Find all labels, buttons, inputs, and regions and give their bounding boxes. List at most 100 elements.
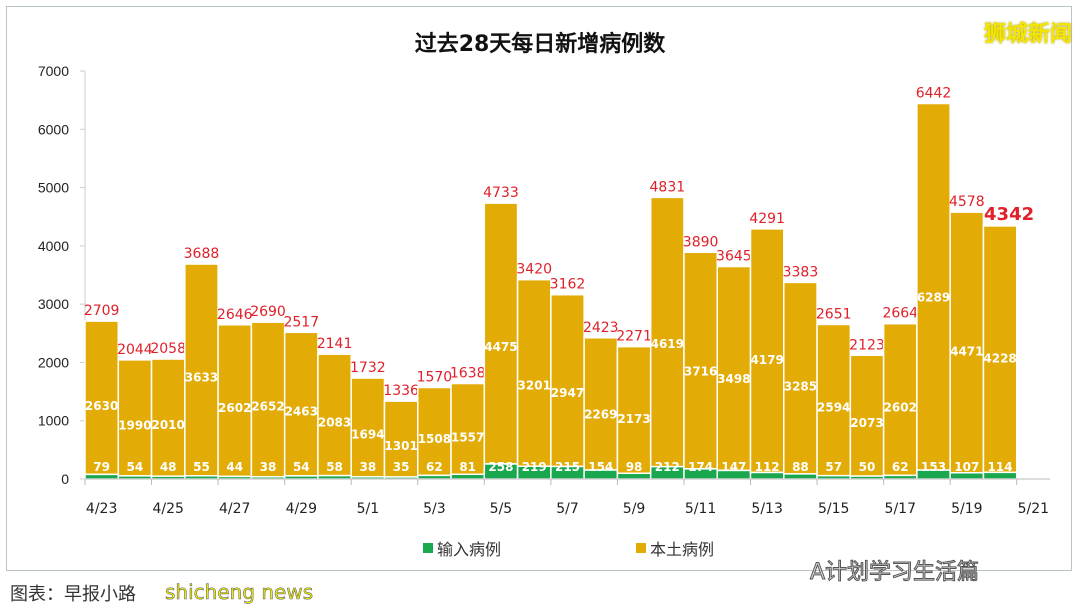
x-tick-label: 5/9 bbox=[623, 501, 646, 517]
data-label-local: 3633 bbox=[185, 371, 218, 385]
bar-local bbox=[816, 323, 852, 477]
data-label-local: 2947 bbox=[551, 386, 584, 400]
data-label-total: 2271 bbox=[616, 329, 652, 345]
data-label-local: 2463 bbox=[285, 405, 318, 419]
data-label-imported: 58 bbox=[326, 460, 343, 474]
bar-local bbox=[749, 228, 785, 474]
bar-local bbox=[84, 320, 120, 476]
data-label-local: 2652 bbox=[251, 400, 284, 414]
data-label-imported: 212 bbox=[655, 460, 680, 474]
data-label-local: 2010 bbox=[151, 418, 184, 432]
y-tick-label: 7000 bbox=[38, 63, 69, 79]
data-label-imported: 147 bbox=[721, 460, 746, 474]
x-tick-label: 5/5 bbox=[490, 501, 513, 517]
data-label-local: 1557 bbox=[451, 430, 484, 444]
data-label-local: 1990 bbox=[118, 418, 151, 432]
chart-credit: 图表：早报小路 bbox=[10, 584, 136, 605]
data-label-total: 4831 bbox=[650, 179, 686, 195]
data-label-local: 2602 bbox=[218, 401, 251, 415]
y-tick-label: 1000 bbox=[38, 413, 69, 429]
bar-local bbox=[616, 345, 652, 475]
data-label-imported: 50 bbox=[859, 460, 876, 474]
y-tick-label: 3000 bbox=[38, 296, 69, 312]
data-label-total: 2664 bbox=[882, 306, 918, 322]
data-label-imported: 44 bbox=[226, 460, 243, 474]
data-label-total: 4578 bbox=[949, 194, 985, 210]
data-label-local: 2594 bbox=[817, 401, 850, 415]
data-label-local: 3716 bbox=[684, 365, 717, 379]
data-label-imported: 153 bbox=[921, 460, 946, 474]
data-label-local: 2630 bbox=[85, 399, 118, 413]
bar-local bbox=[982, 225, 1018, 474]
data-label-imported: 79 bbox=[93, 460, 110, 474]
bar-local bbox=[150, 358, 186, 477]
data-label-local: 3285 bbox=[784, 380, 817, 394]
watermark-bottom-left: shicheng news bbox=[165, 580, 314, 605]
data-label-total: 2123 bbox=[849, 337, 885, 353]
chart-title: 过去28天每日新增病例数 bbox=[414, 32, 666, 57]
bar-local bbox=[417, 386, 452, 477]
x-tick-label: 5/19 bbox=[951, 501, 982, 517]
data-label-imported: 107 bbox=[954, 460, 979, 474]
legend-item-local: 本土病例 bbox=[636, 536, 714, 560]
bar-local bbox=[916, 102, 951, 471]
bar-local bbox=[550, 293, 585, 468]
bar-imported bbox=[450, 473, 486, 480]
data-label-total: 3890 bbox=[683, 234, 719, 250]
bar-local bbox=[882, 322, 918, 477]
data-label-total: 1336 bbox=[383, 383, 419, 399]
data-label-local: 1694 bbox=[351, 428, 384, 442]
data-label-total: 2141 bbox=[317, 336, 353, 352]
data-label-local: 6289 bbox=[917, 290, 950, 304]
data-label-total: 4733 bbox=[483, 185, 519, 201]
data-label-total: 2709 bbox=[84, 303, 120, 319]
data-label-imported: 174 bbox=[688, 460, 713, 474]
data-label-imported: 62 bbox=[426, 460, 443, 474]
data-label-local: 4475 bbox=[484, 340, 517, 354]
x-tick-label: 5/7 bbox=[556, 501, 579, 517]
data-label-imported: 81 bbox=[459, 460, 476, 474]
legend-label-local: 本土病例 bbox=[650, 540, 715, 559]
y-tick-label: 6000 bbox=[38, 121, 69, 137]
y-tick-label: 2000 bbox=[38, 354, 69, 370]
y-tick-label: 4000 bbox=[38, 238, 69, 254]
data-label-imported: 114 bbox=[988, 460, 1013, 474]
bar-local bbox=[849, 354, 885, 477]
data-label-local: 1508 bbox=[418, 432, 451, 446]
bar-local bbox=[683, 251, 718, 470]
data-label-imported: 215 bbox=[555, 460, 580, 474]
data-label-imported: 38 bbox=[260, 460, 277, 474]
legend-swatch-local bbox=[636, 543, 646, 553]
bar-imported bbox=[317, 474, 352, 480]
data-label-total: 6442 bbox=[916, 86, 952, 102]
data-label-total: 2058 bbox=[150, 341, 186, 357]
bar-imported bbox=[882, 474, 918, 480]
data-label-local: 3498 bbox=[717, 372, 750, 386]
bar-local bbox=[117, 359, 153, 477]
data-label-local: 2269 bbox=[584, 407, 617, 421]
data-label-total: 3645 bbox=[716, 249, 752, 265]
data-label-imported: 54 bbox=[293, 460, 310, 474]
data-label-total: 4342 bbox=[984, 204, 1034, 225]
x-tick-label: 5/17 bbox=[885, 501, 916, 517]
data-label-total: 3688 bbox=[184, 246, 220, 262]
bar-local bbox=[949, 211, 985, 474]
data-label-total: 3420 bbox=[516, 262, 552, 278]
data-label-imported: 35 bbox=[393, 460, 410, 474]
data-label-imported: 55 bbox=[193, 460, 210, 474]
data-label-total: 1638 bbox=[450, 366, 486, 382]
x-tick-label: 4/29 bbox=[286, 501, 317, 517]
data-label-imported: 112 bbox=[755, 460, 780, 474]
x-tick-label: 5/21 bbox=[1018, 501, 1049, 517]
y-tick-label: 5000 bbox=[38, 180, 69, 196]
x-tick-label: 5/15 bbox=[818, 501, 849, 517]
legend-label-imported: 输入病例 bbox=[437, 540, 502, 559]
y-tick-label: 0 bbox=[61, 471, 69, 487]
bar-local bbox=[184, 263, 219, 477]
x-tick-label: 4/23 bbox=[86, 501, 117, 517]
bar-local bbox=[716, 265, 752, 472]
data-label-total: 1570 bbox=[417, 369, 453, 385]
data-label-total: 2651 bbox=[816, 306, 852, 322]
data-label-local: 2602 bbox=[884, 400, 917, 414]
